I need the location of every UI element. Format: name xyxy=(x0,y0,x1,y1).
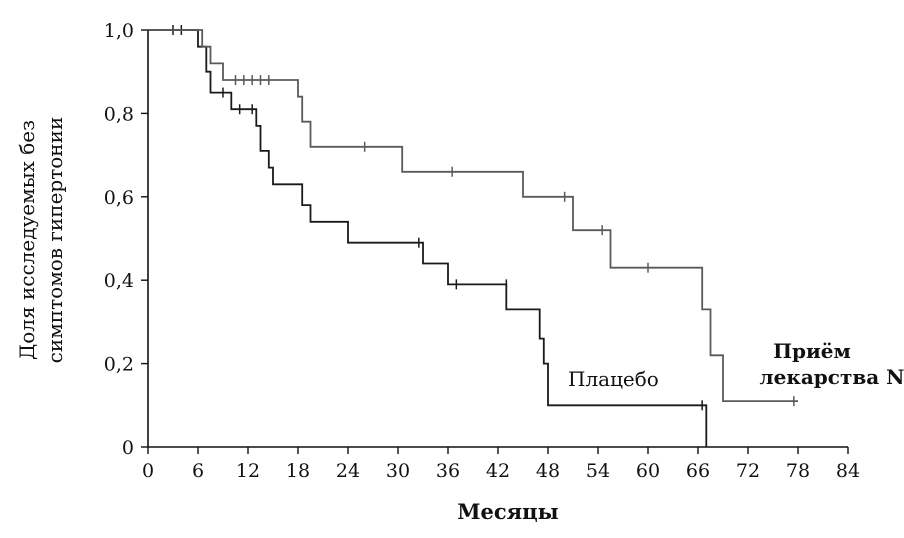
x-tick-label: 60 xyxy=(636,460,660,482)
series-label-drug-line-2: лекарства N xyxy=(760,365,904,389)
y-tick-label: 1,0 xyxy=(104,20,134,42)
x-tick-label: 36 xyxy=(436,460,460,482)
series-line xyxy=(148,29,798,402)
y-tick-label: 0,6 xyxy=(104,187,134,209)
y-tick-label: 0,8 xyxy=(104,103,134,125)
y-tick-label: 0 xyxy=(122,437,134,459)
x-axis-title: Месяцы xyxy=(457,499,558,524)
x-tick-label: 54 xyxy=(586,460,610,482)
series-label-placebo: Плацебо xyxy=(568,367,659,391)
axes xyxy=(141,29,849,454)
series-1 xyxy=(148,29,798,407)
series-line xyxy=(148,29,708,447)
x-tick-label: 24 xyxy=(336,460,360,482)
x-tick-label: 6 xyxy=(192,460,204,482)
x-tick-label: 42 xyxy=(486,460,510,482)
y-axis-title-line-2: симптомов гипертонии xyxy=(43,117,67,364)
x-tick-label: 48 xyxy=(536,460,560,482)
labels-layer: 0 6 12 18 24 30 36 42 48 54 60 66 72 78 84 0 0,2 0,4 0,6 0,… xyxy=(15,20,904,524)
series-label-drug-line-1: Приём xyxy=(773,339,851,363)
series-layer xyxy=(148,25,798,447)
y-tick-label: 0,2 xyxy=(104,354,134,376)
x-tick-label: 0 xyxy=(142,460,154,482)
y-axis-title-line-1: Доля исследуемых без xyxy=(15,120,39,360)
x-tick-label: 72 xyxy=(736,460,760,482)
x-tick-label: 18 xyxy=(286,460,310,482)
x-tick-label: 30 xyxy=(386,460,410,482)
x-tick-label: 78 xyxy=(786,460,810,482)
y-tick-label: 0,4 xyxy=(104,270,134,292)
x-tick-label: 12 xyxy=(236,460,260,482)
x-tick-label: 66 xyxy=(686,460,710,482)
x-tick-label: 84 xyxy=(836,460,860,482)
y-axis-title: Доля исследуемых без симптомов гипертонии xyxy=(15,117,67,364)
